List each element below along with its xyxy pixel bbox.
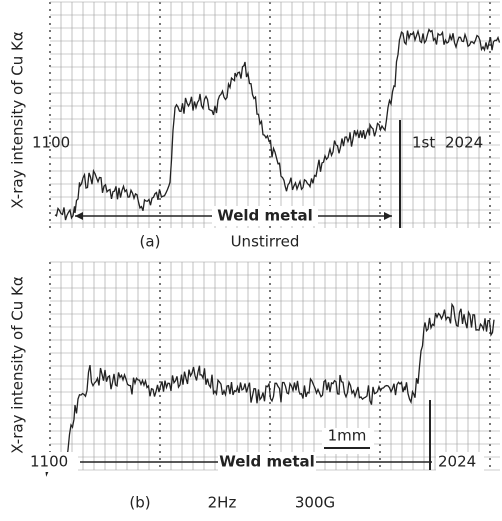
condition: Unstirred <box>231 233 300 251</box>
label-bg <box>322 428 374 454</box>
condition: 2Hz <box>208 494 237 512</box>
label-bg <box>436 452 484 472</box>
label-bg <box>212 206 318 226</box>
trace <box>54 28 501 221</box>
trace <box>44 302 495 477</box>
panel-label: (a) <box>140 233 161 251</box>
start-label: 1100 <box>30 453 68 471</box>
end-label: 2024 <box>438 453 476 471</box>
label-bg <box>218 452 316 472</box>
recorder-grid <box>49 1 500 471</box>
region-label: Weld metal <box>217 207 313 225</box>
label-bg <box>28 452 78 472</box>
y-label: X-ray intensity of Cu Kα <box>9 31 27 209</box>
end-label: 2024 <box>445 134 483 152</box>
panel-label: (b) <box>129 494 150 512</box>
marker-label: 1st <box>412 134 435 152</box>
scale-bar-label: 1mm <box>328 427 367 445</box>
y-label: X-ray intensity of Cu Kα <box>9 276 27 454</box>
traces <box>44 28 501 477</box>
region-label: Weld metal <box>219 453 315 471</box>
condition: 300G <box>295 494 335 512</box>
start-label: 1100 <box>32 134 70 152</box>
